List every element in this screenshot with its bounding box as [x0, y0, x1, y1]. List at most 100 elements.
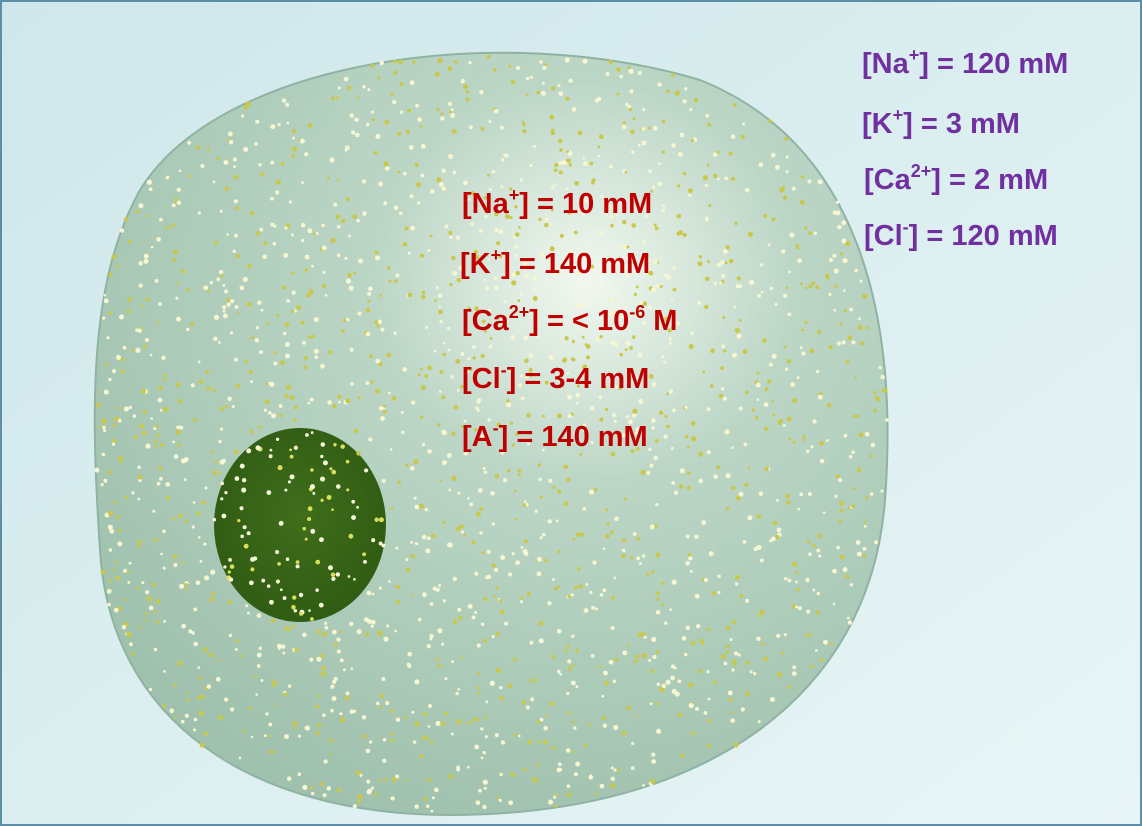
particle	[422, 592, 427, 597]
particle	[739, 319, 742, 322]
particle	[499, 686, 503, 690]
particle	[364, 468, 368, 472]
particle	[760, 610, 765, 615]
particle	[265, 712, 268, 715]
particle	[104, 298, 109, 303]
particle	[136, 209, 140, 213]
particle	[582, 59, 587, 64]
particle	[764, 427, 767, 430]
particle	[354, 117, 358, 121]
particle	[770, 287, 773, 290]
particle	[724, 177, 728, 181]
particle	[485, 286, 489, 290]
label-text: [A	[462, 421, 493, 453]
particle	[211, 450, 214, 453]
particle	[609, 660, 614, 665]
particle	[823, 640, 828, 645]
particle	[413, 459, 418, 464]
particle	[484, 787, 487, 790]
particle	[286, 557, 290, 561]
particle	[760, 263, 764, 267]
particle	[801, 351, 805, 355]
particle	[115, 575, 120, 580]
particle	[227, 397, 231, 401]
particle	[487, 174, 490, 177]
particle	[292, 721, 297, 726]
particle	[246, 448, 251, 453]
particle	[347, 86, 352, 91]
particle	[539, 478, 542, 481]
particle	[295, 726, 298, 729]
particle	[434, 788, 439, 793]
particle	[101, 483, 104, 486]
particle	[728, 151, 732, 155]
particle	[157, 482, 161, 486]
particle	[857, 552, 862, 557]
particle	[255, 120, 259, 124]
particle	[162, 530, 166, 534]
particle	[390, 92, 394, 96]
particle	[137, 539, 141, 543]
particle	[771, 400, 774, 403]
particle	[406, 568, 411, 573]
particle	[241, 487, 246, 492]
particle	[501, 740, 505, 744]
particle	[391, 733, 394, 736]
particle	[572, 358, 576, 362]
particle	[126, 632, 129, 635]
particle	[526, 413, 531, 418]
particle	[347, 273, 352, 278]
particle	[247, 531, 251, 535]
particle	[680, 133, 685, 138]
particle	[661, 603, 664, 606]
particle	[834, 285, 837, 288]
label-text: [Na	[862, 48, 909, 80]
particle	[629, 89, 633, 93]
particle	[873, 391, 876, 394]
particle	[689, 344, 694, 349]
particle	[337, 394, 341, 398]
particle	[457, 608, 461, 612]
particle	[631, 766, 635, 770]
particle	[786, 155, 789, 158]
particle	[126, 310, 130, 314]
particle	[395, 547, 398, 550]
particle	[671, 664, 675, 668]
particle	[725, 429, 730, 434]
particle	[567, 395, 572, 400]
particle	[526, 77, 529, 80]
particle	[331, 577, 335, 581]
particle	[552, 486, 555, 489]
particle	[836, 474, 840, 478]
particle	[399, 211, 403, 215]
particle	[654, 224, 657, 227]
particle	[155, 425, 159, 429]
particle	[557, 550, 560, 553]
particle	[198, 676, 202, 680]
particle	[226, 302, 230, 306]
particle	[343, 668, 346, 671]
particle	[737, 334, 742, 339]
particle	[441, 721, 446, 726]
particle	[310, 529, 315, 534]
particle	[163, 407, 168, 412]
particle	[255, 338, 259, 342]
particle	[277, 562, 281, 566]
particle	[308, 609, 311, 612]
particle	[544, 63, 547, 66]
particle	[795, 606, 798, 609]
particle	[138, 203, 143, 208]
particle	[792, 671, 797, 676]
particle	[482, 551, 485, 554]
particle	[249, 430, 253, 434]
particle	[234, 234, 238, 238]
particle	[278, 647, 281, 650]
particle	[880, 375, 884, 379]
particle	[532, 777, 536, 781]
particle	[653, 456, 657, 460]
particle	[489, 120, 492, 123]
particle	[743, 443, 747, 447]
particle	[423, 797, 427, 801]
particle	[198, 536, 201, 539]
particle	[281, 285, 285, 289]
